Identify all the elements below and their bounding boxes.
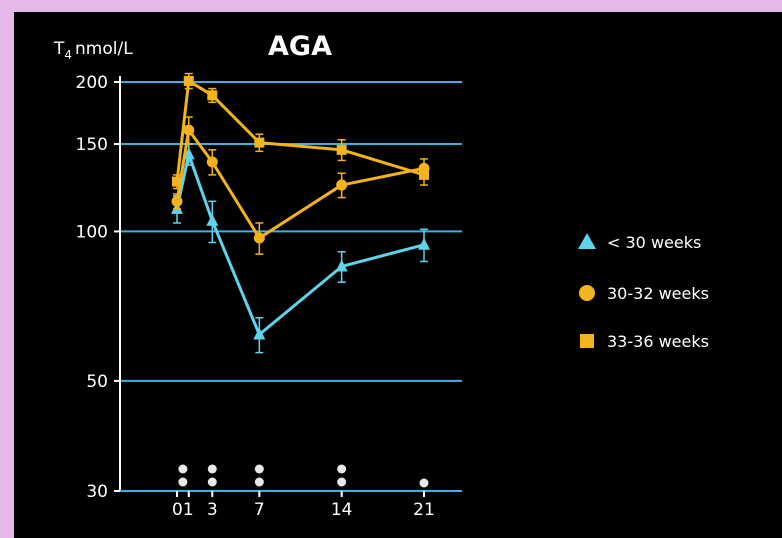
legend-marker-square	[580, 334, 594, 348]
y-tick-label: 150	[76, 135, 108, 155]
y-tick-label: 50	[86, 372, 108, 392]
y-tick-label: 200	[76, 73, 108, 93]
data-point-circle	[254, 233, 265, 244]
data-point-circle	[207, 156, 218, 167]
chart-slide: AGA T4 nmol/L 30 50 100 150 200 01 3 7 14 21 < 30 …	[14, 12, 782, 538]
x-tick-label: 21	[413, 500, 435, 520]
legend-label: < 30 weeks	[607, 233, 701, 252]
t4-line-chart: AGA T4 nmol/L 30 50 100 150 200 01 3 7 14 21 < 30 …	[14, 12, 782, 538]
data-point-square	[172, 177, 182, 187]
x-tick-label: 3	[207, 500, 218, 520]
series-line-0	[177, 154, 424, 334]
significance-dot	[420, 479, 429, 488]
data-point-circle	[172, 196, 183, 207]
significance-dot	[255, 465, 264, 474]
data-point-square	[184, 76, 194, 86]
y-axis-label: T4 nmol/L	[53, 39, 133, 62]
significance-dot	[178, 465, 187, 474]
legend-marker-circle	[579, 285, 595, 301]
x-tick-label: 01	[172, 500, 194, 520]
chart-title: AGA	[268, 31, 332, 62]
y-axis-label-unit: nmol/L	[75, 39, 133, 59]
x-tick-label: 7	[254, 500, 265, 520]
data-point-square	[254, 138, 264, 148]
y-tick-label: 100	[76, 222, 108, 242]
legend-label: 33-36 weeks	[607, 332, 709, 351]
significance-dot	[208, 465, 217, 474]
legend-label: 30-32 weeks	[607, 284, 709, 303]
data-point-square	[337, 145, 347, 155]
significance-dot	[337, 465, 346, 474]
data-point-square	[207, 90, 217, 100]
y-axis-label-prefix: T	[53, 39, 65, 59]
data-point-triangle	[206, 214, 218, 226]
significance-dot	[255, 478, 264, 487]
x-tick-label: 14	[331, 500, 353, 520]
y-axis-label-subscript: 4	[64, 48, 72, 62]
data-point-square	[419, 170, 429, 180]
significance-dot	[208, 478, 217, 487]
data-point-triangle	[418, 238, 430, 250]
significance-dot	[178, 478, 187, 487]
significance-dot	[337, 478, 346, 487]
y-tick-label: 30	[86, 482, 108, 502]
legend-marker-triangle	[578, 233, 596, 249]
data-point-circle	[336, 180, 347, 191]
